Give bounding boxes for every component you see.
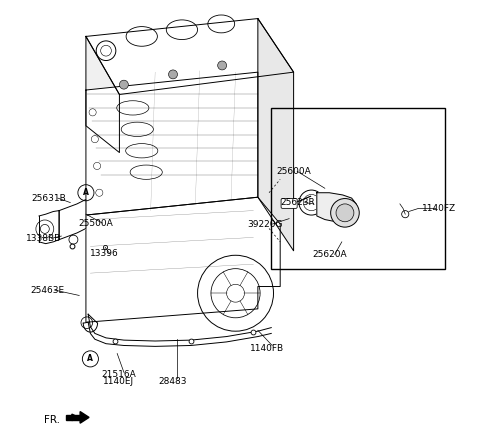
- FancyBboxPatch shape: [281, 198, 297, 208]
- Text: 28483: 28483: [158, 377, 186, 386]
- Circle shape: [120, 80, 128, 89]
- Text: 1140FZ: 1140FZ: [421, 204, 456, 213]
- Bar: [271, 108, 445, 269]
- Text: 25500A: 25500A: [79, 219, 114, 228]
- Text: 1338BB: 1338BB: [26, 234, 61, 243]
- Text: 1140FB: 1140FB: [250, 344, 284, 353]
- Polygon shape: [80, 412, 89, 423]
- Circle shape: [336, 204, 354, 222]
- Text: 25600A: 25600A: [276, 167, 311, 176]
- Text: 13396: 13396: [90, 249, 119, 258]
- Polygon shape: [66, 415, 82, 420]
- Polygon shape: [86, 36, 120, 152]
- Circle shape: [168, 70, 178, 79]
- Text: 25623R: 25623R: [281, 198, 315, 207]
- Polygon shape: [86, 18, 294, 95]
- Text: 25620A: 25620A: [312, 250, 347, 259]
- Polygon shape: [86, 197, 280, 322]
- Text: 25463E: 25463E: [30, 285, 64, 295]
- Text: 1140EJ: 1140EJ: [103, 377, 134, 386]
- Text: A: A: [83, 188, 89, 197]
- Text: FR.: FR.: [44, 414, 60, 425]
- Polygon shape: [59, 199, 86, 240]
- Text: A: A: [87, 354, 93, 363]
- Polygon shape: [258, 18, 294, 251]
- Polygon shape: [39, 211, 59, 244]
- Polygon shape: [317, 193, 356, 222]
- Text: 25631B: 25631B: [32, 194, 66, 202]
- Polygon shape: [86, 72, 258, 215]
- Circle shape: [331, 198, 359, 227]
- Circle shape: [217, 61, 227, 70]
- Text: 21516A: 21516A: [101, 370, 136, 379]
- Text: 39220G: 39220G: [247, 220, 282, 228]
